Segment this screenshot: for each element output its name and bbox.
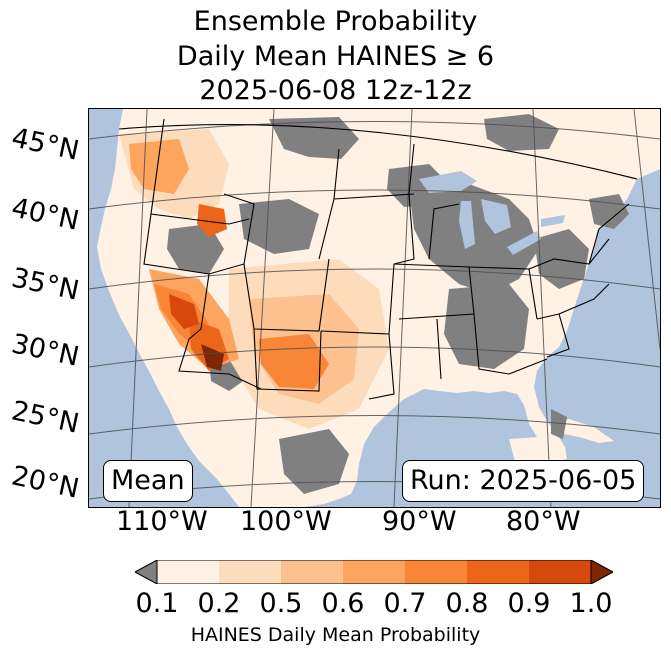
lon-label-80: 80°W (506, 506, 581, 537)
colorbar-tick-2: 0.5 (259, 588, 303, 619)
lat-label-45: 45°N (8, 122, 82, 167)
great-lakes (419, 171, 565, 255)
map-canvas (89, 109, 660, 507)
title-line-1: Ensemble Probability (193, 6, 478, 37)
colorbar-bin-1 (219, 560, 281, 584)
colorbar-under-arrow (135, 560, 158, 584)
colorbar-tick-7: 1.0 (569, 588, 613, 619)
mean-label-box: Mean (103, 460, 193, 502)
colorbar-bin-6 (529, 560, 591, 584)
colorbar-tick-1: 0.2 (197, 588, 241, 619)
lon-label-100: 100°W (240, 506, 332, 537)
colorbar (135, 560, 613, 584)
colorbar-bin-4 (405, 560, 467, 584)
colorbar-over-arrow (590, 560, 613, 584)
colorbar-label: HAINES Daily Mean Probability (190, 624, 481, 646)
colorbar-tick-6: 0.9 (507, 588, 551, 619)
run-date-label-box: Run: 2025-06-05 (402, 460, 645, 502)
lon-label-110: 110°W (116, 506, 208, 537)
colorbar-tick-5: 0.8 (445, 588, 489, 619)
colorbar-bin-5 (467, 560, 529, 584)
colorbar-tick-0: 0.1 (135, 588, 179, 619)
colorbar-bin-2 (281, 560, 343, 584)
state-borders (118, 118, 638, 400)
lat-label-20: 20°N (8, 460, 82, 505)
lat-label-40: 40°N (8, 192, 82, 237)
colorbar-bin-3 (343, 560, 405, 584)
title-line-2: Daily Mean HAINES ≥ 6 (176, 41, 495, 72)
graticule (89, 109, 660, 507)
colorbar-tick-3: 0.6 (321, 588, 365, 619)
title-line-3: 2025-06-08 12z-12z (199, 75, 472, 106)
probability-shading (119, 129, 389, 429)
colorbar-bin-0 (157, 560, 219, 584)
colorbar-tick-4: 0.7 (383, 588, 427, 619)
colorbar-bins (157, 560, 591, 584)
land-baja (143, 314, 197, 427)
lat-label-30: 30°N (8, 328, 82, 373)
lat-label-35: 35°N (8, 262, 82, 307)
lon-label-90: 90°W (382, 506, 457, 537)
lat-label-25: 25°N (8, 395, 82, 440)
colorbar-outline (156, 560, 592, 584)
map-panel: Mean Run: 2025-06-05 (88, 108, 661, 508)
